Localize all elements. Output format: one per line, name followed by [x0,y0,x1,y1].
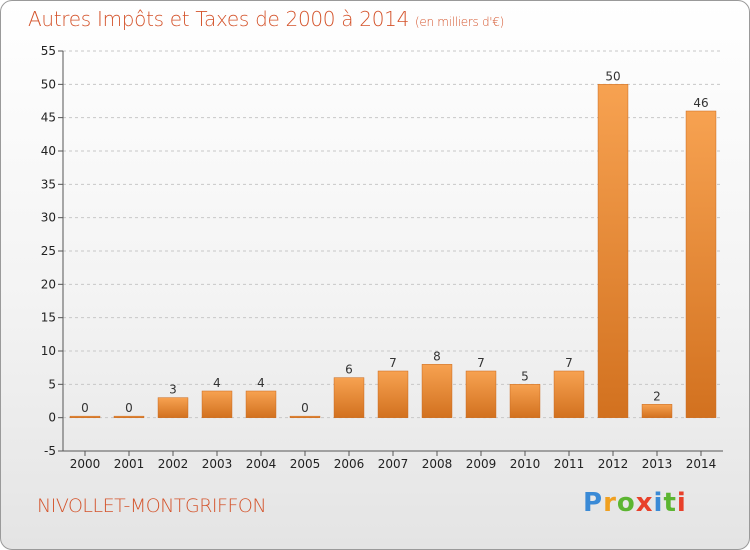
x-tick-label-2004: 2004 [246,457,277,471]
x-tick-label-2000: 2000 [70,457,101,471]
bar-2010 [509,384,541,418]
chart-title: Autres Impôts et Taxes de 2000 à 2014 (en… [28,7,504,31]
y-tick-label: 40 [41,144,56,158]
y-tick-label: 55 [41,44,56,58]
bars [69,84,717,418]
value-label-2002: 3 [169,383,177,397]
logo-letter: t [663,488,677,518]
logo-letter: x [635,488,654,518]
y-tick-label: 30 [41,211,56,225]
x-tick-label-2007: 2007 [378,457,409,471]
proxiti-logo: Proxiti [583,488,687,518]
x-tick-label-2005: 2005 [290,457,321,471]
chart-subtitle: (en milliers d'€) [415,15,505,29]
value-label-2009: 7 [477,356,485,370]
y-tick-label: -5 [44,444,56,458]
x-tick-label-2009: 2009 [466,457,497,471]
bar-2002 [157,397,189,418]
value-label-2013: 2 [653,389,661,403]
y-tick-label: 10 [41,344,56,358]
value-label-2007: 7 [389,356,397,370]
bar-2000 [69,415,101,418]
bar-2014 [685,110,717,418]
value-label-2012: 50 [605,69,620,83]
bar-2009 [465,370,497,418]
bar-2005 [289,415,321,418]
y-tick-label: 20 [41,277,56,291]
logo-letter: r [603,488,617,518]
bar-2007 [377,370,409,418]
value-label-2008: 8 [433,349,441,363]
bar-2004 [245,390,277,418]
x-tick-label-2008: 2008 [422,457,453,471]
x-tick-label-2002: 2002 [158,457,189,471]
bar-2011 [553,370,585,418]
x-tick-label-2010: 2010 [510,457,541,471]
value-label-2005: 0 [301,401,309,415]
bar-2013 [641,404,673,418]
value-label-2011: 7 [565,356,573,370]
x-tick-label-2012: 2012 [598,457,629,471]
x-tick-label-2001: 2001 [114,457,145,471]
value-label-2001: 0 [125,401,133,415]
bar-2006 [333,377,365,418]
bar-2012 [597,84,629,418]
value-label-2006: 6 [345,363,353,377]
value-label-2000: 0 [81,401,89,415]
logo-letter: i [653,488,664,518]
x-tick-label-2011: 2011 [554,457,585,471]
value-label-2010: 5 [521,369,529,383]
x-tick-label-2006: 2006 [334,457,365,471]
y-tick-label: 35 [41,177,56,191]
y-tick-label: 15 [41,311,56,325]
value-label-2004: 4 [257,376,265,390]
bar-2003 [201,390,233,418]
commune-name: NIVOLLET-MONTGRIFFON [37,495,267,517]
logo-letter: P [583,488,604,518]
bar-2001 [113,415,145,418]
y-tick-label: 0 [48,411,56,425]
y-tick-label: 5 [48,377,56,391]
bar-2008 [421,364,453,418]
y-tick-label: 25 [41,244,56,258]
x-tick-label-2003: 2003 [202,457,233,471]
value-label-2014: 46 [693,96,708,110]
logo-letter: o [616,488,636,518]
data-labels: 0 0 3 4 4 0 6 7 8 7 5 7 50 2 46 [81,69,708,415]
y-tick-label: 50 [41,77,56,91]
chart-title-text: Autres Impôts et Taxes de 2000 à 2014 [28,7,409,31]
logo-letter: i [676,488,687,518]
value-label-2003: 4 [213,376,221,390]
x-tick-label-2013: 2013 [642,457,673,471]
x-tick-label-2014: 2014 [686,457,717,471]
y-tick-label: 45 [41,111,56,125]
